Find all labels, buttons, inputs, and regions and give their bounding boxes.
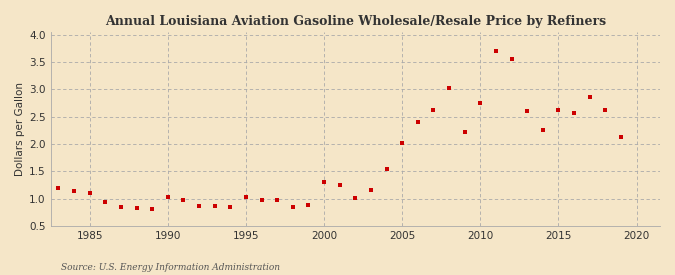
- Point: [84, 191, 95, 195]
- Point: [412, 119, 423, 124]
- Point: [537, 128, 548, 133]
- Point: [303, 203, 314, 207]
- Point: [178, 198, 189, 202]
- Point: [272, 198, 283, 202]
- Point: [600, 107, 611, 112]
- Point: [256, 197, 267, 202]
- Point: [585, 95, 595, 99]
- Point: [146, 207, 157, 212]
- Point: [459, 130, 470, 134]
- Title: Annual Louisiana Aviation Gasoline Wholesale/Resale Price by Refiners: Annual Louisiana Aviation Gasoline Whole…: [105, 15, 606, 28]
- Point: [194, 204, 205, 208]
- Point: [491, 49, 502, 53]
- Point: [319, 180, 329, 184]
- Point: [350, 196, 360, 200]
- Point: [381, 166, 392, 171]
- Point: [288, 205, 298, 209]
- Point: [69, 189, 80, 194]
- Point: [428, 107, 439, 112]
- Point: [334, 183, 345, 187]
- Point: [568, 111, 579, 116]
- Point: [53, 186, 64, 190]
- Point: [209, 204, 220, 208]
- Point: [553, 107, 564, 112]
- Point: [131, 206, 142, 211]
- Point: [522, 108, 533, 113]
- Point: [163, 195, 173, 199]
- Point: [475, 101, 486, 105]
- Y-axis label: Dollars per Gallon: Dollars per Gallon: [15, 82, 25, 176]
- Text: Source: U.S. Energy Information Administration: Source: U.S. Energy Information Administ…: [61, 263, 279, 272]
- Point: [115, 205, 126, 209]
- Point: [100, 200, 111, 205]
- Point: [366, 188, 377, 192]
- Point: [443, 86, 454, 90]
- Point: [616, 135, 626, 139]
- Point: [225, 205, 236, 210]
- Point: [240, 195, 251, 200]
- Point: [397, 141, 408, 145]
- Point: [506, 57, 517, 61]
